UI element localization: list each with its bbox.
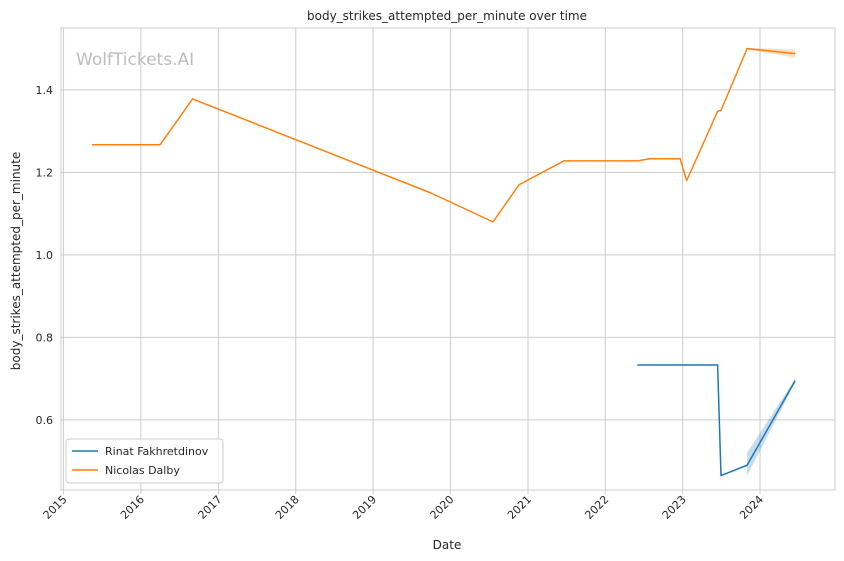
y-tick-labels: 0.6 0.8 1.0 1.2 1.4 [36,84,54,427]
plot-frame [60,27,836,491]
grid [61,28,835,494]
y-tick-label: 0.8 [36,331,54,344]
legend-box [65,438,224,484]
series-line [91,47,796,223]
series-line [637,364,796,477]
watermark: WolfTickets.AI [76,50,194,70]
legend-label: Nicolas Dalby [105,464,180,477]
y-tick-label: 1.4 [36,84,54,97]
x-axis-title: Date [433,538,462,552]
y-axis-title: body_strikes_attempted_per_minute [9,152,23,370]
legend: Rinat Fakhretdinov Nicolas Dalby [65,438,224,484]
y-tick-label: 0.6 [36,414,54,427]
chart-title: body_strikes_attempted_per_minute over t… [307,9,587,23]
y-tick-label: 1.0 [36,249,54,262]
y-tick-label: 1.2 [36,166,54,179]
legend-label: Rinat Fakhretdinov [105,445,209,458]
series-lines [91,47,796,477]
